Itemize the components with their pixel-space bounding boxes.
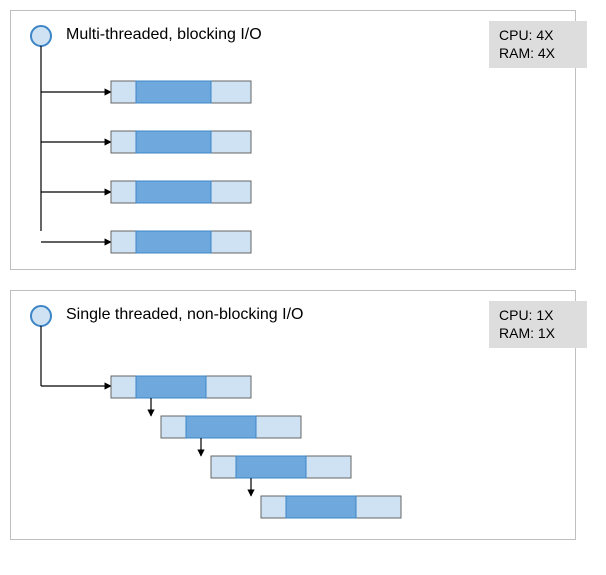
panel1-costbox: CPU: 4XRAM: 4X	[489, 21, 587, 68]
panel1-cost-cpu: CPU: 4X	[499, 27, 577, 45]
panel1: Multi-threaded, blocking I/O CPU: 4XRAM: …	[10, 10, 576, 270]
panel2: Single threaded, non-blocking I/O CPU: 1X…	[10, 290, 576, 540]
panel2-title: Single threaded, non-blocking I/O	[66, 306, 303, 323]
panel2-cost-cpu: CPU: 1X	[499, 307, 577, 325]
panel1-cost-ram: RAM: 4X	[499, 45, 577, 63]
panel2-costbox: CPU: 1XRAM: 1X	[489, 301, 587, 348]
panel2-cost-ram: RAM: 1X	[499, 325, 577, 343]
panel1-title: Multi-threaded, blocking I/O	[66, 26, 262, 43]
